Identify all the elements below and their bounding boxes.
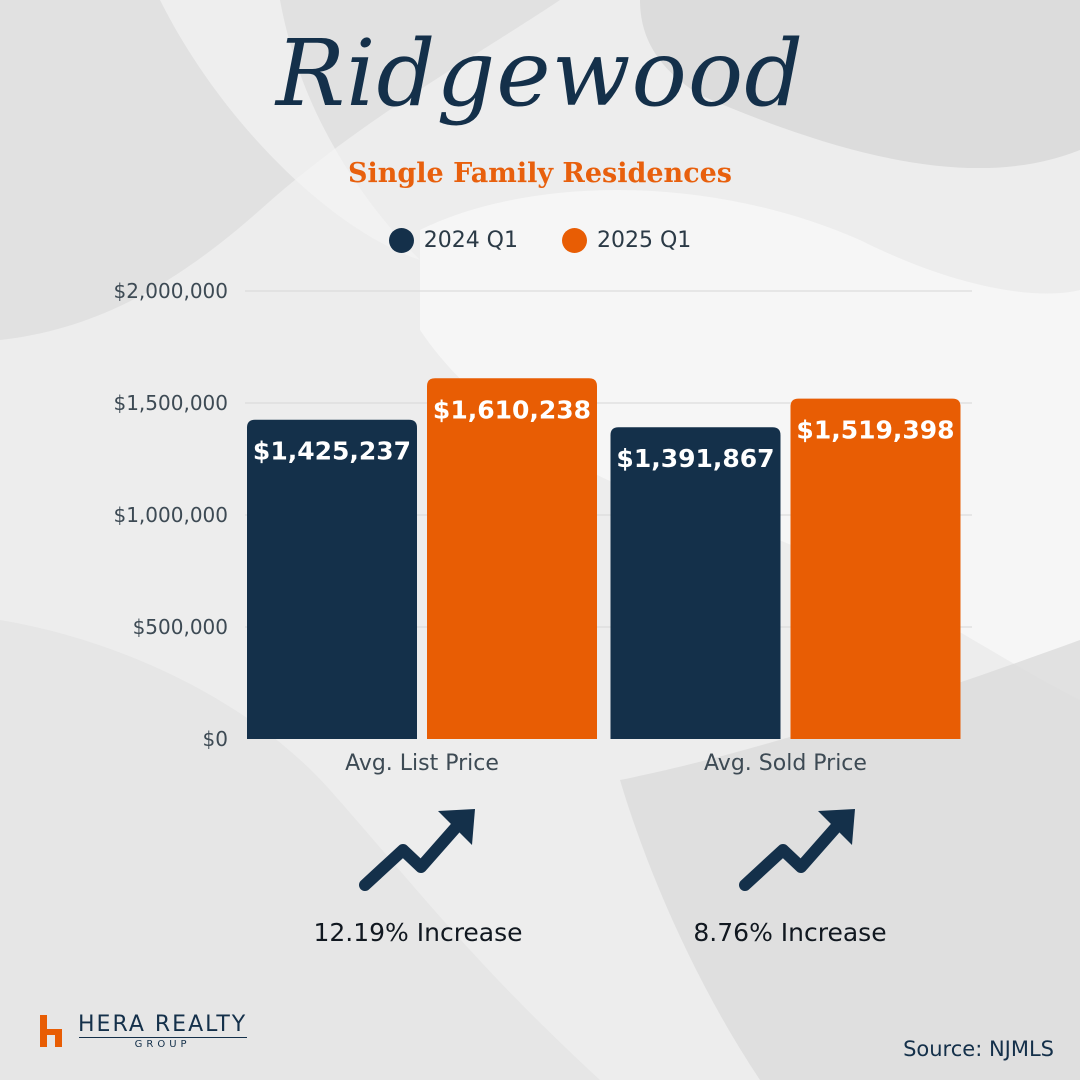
page-title: Ridgewood xyxy=(275,20,805,127)
bar-2024-q1-0 xyxy=(247,419,417,739)
y-tick-label: $1,500,000 xyxy=(113,391,228,415)
bar-data-label: $1,391,867 xyxy=(616,444,774,473)
bar-data-label: $1,610,238 xyxy=(433,395,591,424)
logo-sub: GROUP xyxy=(78,1037,247,1050)
bar-2025-q1-1 xyxy=(790,398,961,739)
legend-item-2025: 2025 Q1 xyxy=(562,228,691,253)
bar-data-label: $1,425,237 xyxy=(253,437,411,466)
trend-up-arrow-icon xyxy=(739,809,855,891)
legend-swatch-2024 xyxy=(388,228,414,253)
logo-text: HERA REALTY GROUP xyxy=(78,1012,247,1050)
source-note: Source: NJMLS xyxy=(903,1037,1054,1061)
bar-data-label: $1,519,398 xyxy=(796,416,954,445)
list-price-increase: 12.19% Increase xyxy=(313,918,523,947)
legend-label-2025: 2025 Q1 xyxy=(597,228,692,253)
bar-2024-q1-1 xyxy=(610,427,781,739)
bar-2025-q1-0 xyxy=(427,378,597,739)
sold-price-increase: 8.76% Increase xyxy=(693,918,887,947)
y-tick-label: $0 xyxy=(203,727,228,751)
trend-up-arrow-icon xyxy=(359,809,475,891)
y-tick-label: $500,000 xyxy=(133,615,228,639)
y-tick-label: $2,000,000 xyxy=(113,279,228,303)
page-subtitle: Single Family Residences xyxy=(347,158,733,189)
company-logo: HERA REALTY GROUP xyxy=(38,1012,247,1050)
chart-legend: 2024 Q1 2025 Q1 xyxy=(0,228,1080,253)
x-tick-label: Avg. List Price xyxy=(345,751,499,776)
x-tick-label: Avg. Sold Price xyxy=(704,751,867,776)
legend-label-2024: 2024 Q1 xyxy=(423,228,518,253)
legend-item-2024: 2024 Q1 xyxy=(388,228,518,253)
h-logo-icon xyxy=(40,1015,62,1047)
legend-swatch-2025 xyxy=(562,228,587,253)
y-tick-label: $1,000,000 xyxy=(113,503,228,527)
logo-name: HERA REALTY xyxy=(78,1012,248,1037)
